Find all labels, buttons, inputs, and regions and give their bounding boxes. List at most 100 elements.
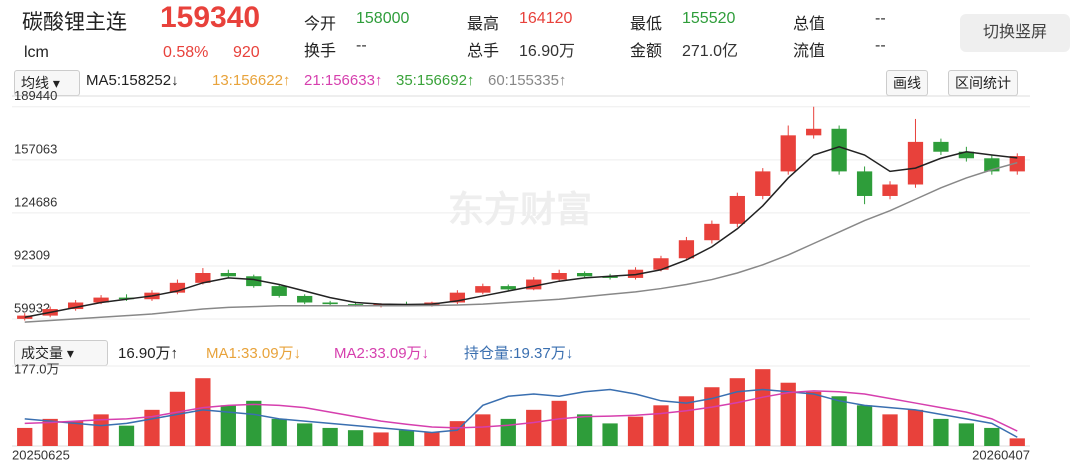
x-tick-label: 20250625: [12, 447, 70, 462]
candle-body: [984, 158, 1000, 172]
candle-body: [347, 304, 364, 306]
stat-value: --: [875, 37, 886, 54]
volume-bar: [958, 423, 975, 446]
stat-value: 164120: [519, 10, 573, 27]
draw-button[interactable]: 画线: [886, 70, 928, 96]
volume-bar: [627, 416, 644, 446]
volume-bar: [780, 382, 796, 446]
line: [24, 161, 1018, 323]
candle-body: [195, 273, 211, 283]
stat-value: 16.90万: [519, 43, 576, 60]
volume-bar: [475, 414, 491, 446]
line: [24, 388, 1018, 438]
y-tick-label: 124686: [14, 194, 57, 209]
candle-body: [907, 141, 924, 185]
candle-body: [958, 151, 975, 159]
volume-bar: [551, 400, 567, 446]
volume-bar: [398, 430, 415, 446]
volume-bar: [195, 378, 211, 446]
candle-body: [118, 297, 135, 300]
volume-bar: [729, 378, 745, 446]
stat-value: 155520: [682, 10, 736, 27]
change-pct: 0.58%: [163, 44, 209, 61]
volume-bar: [144, 409, 160, 446]
watermark: 东方财富: [448, 189, 592, 230]
candle-body: [882, 184, 898, 196]
rotate-button[interactable]: 切换竖屏: [960, 14, 1070, 52]
candle-body: [246, 276, 262, 287]
volume-bar: [42, 418, 58, 446]
candle-body: [729, 195, 745, 224]
stat-label: 总手: [467, 43, 500, 60]
stat-label: 今开: [304, 16, 337, 33]
range-button[interactable]: 区间统计: [948, 70, 1018, 96]
volume-bar: [831, 396, 847, 446]
volume-bar: [424, 432, 440, 446]
stat-label: 总值: [793, 16, 826, 33]
ma-label: 21:156633↑: [304, 72, 383, 89]
candle-body: [220, 273, 236, 277]
candle-body: [449, 292, 466, 303]
volume-bar: [678, 396, 695, 446]
price: 159340: [160, 1, 261, 34]
candle-body: [169, 282, 186, 293]
candle-body: [271, 286, 287, 296]
volume-bar: [526, 409, 542, 446]
volume-label: MA2:33.09万↓: [334, 345, 430, 362]
volume-bar: [1009, 438, 1025, 446]
volume-bar: [169, 391, 186, 446]
y-tick-label: 92309: [14, 247, 50, 262]
line: [24, 390, 1018, 432]
volume-label: 16.90万↑: [118, 345, 179, 362]
volume-selector[interactable]: 成交量 ▾: [14, 340, 108, 366]
candle-body: [42, 309, 58, 316]
candle-body: [576, 273, 593, 277]
stat-value: 271.0亿: [682, 43, 739, 60]
candle-body: [144, 292, 160, 300]
candle-body: [322, 302, 338, 305]
instrument-name: 碳酸锂主连: [22, 11, 127, 34]
stat-label: 最低: [630, 16, 663, 33]
volume-bar: [907, 409, 924, 446]
volume-bar: [373, 432, 389, 446]
volume-bar: [984, 427, 1000, 446]
stat-label: 流值: [793, 43, 826, 60]
volume-bar: [933, 418, 949, 446]
stat-value: 158000: [356, 10, 410, 27]
volume-bar: [322, 427, 338, 446]
volume-bar: [67, 421, 84, 446]
candle-body: [831, 128, 847, 172]
stat-value: --: [875, 10, 886, 27]
candle-body: [297, 295, 313, 303]
volume-bar: [246, 400, 262, 446]
volume-bar: [882, 414, 898, 446]
volume-bar: [17, 427, 33, 446]
candle-body: [475, 286, 491, 293]
x-tick-label: 20260407: [972, 447, 1030, 462]
stat-label: 金额: [630, 43, 663, 60]
candle-body: [67, 302, 84, 310]
volume-bar: [347, 430, 364, 446]
candle-body: [500, 286, 516, 290]
ma-selector[interactable]: 均线 ▾: [14, 70, 80, 96]
candle-body: [526, 279, 542, 290]
y-tick-label: 157063: [14, 141, 57, 156]
volume-label: MA1:33.09万↓: [206, 345, 302, 362]
code: lcm: [24, 44, 49, 61]
ma-label: 13:156622↑: [212, 72, 291, 89]
volume-bar: [118, 425, 135, 446]
candle-body: [933, 141, 949, 152]
candle-body: [551, 273, 567, 280]
candle-body: [17, 315, 33, 319]
selector-text: 成交量: [21, 345, 63, 361]
stat-label: 换手: [304, 43, 337, 60]
change: 920: [233, 44, 260, 61]
candle-body: [602, 276, 618, 278]
candle-body: [678, 240, 695, 259]
selector-text: 均线: [21, 75, 49, 91]
volume-bar: [220, 405, 236, 446]
volume-bar: [806, 391, 822, 446]
candle-body: [627, 269, 644, 278]
stat-value: --: [356, 37, 367, 54]
